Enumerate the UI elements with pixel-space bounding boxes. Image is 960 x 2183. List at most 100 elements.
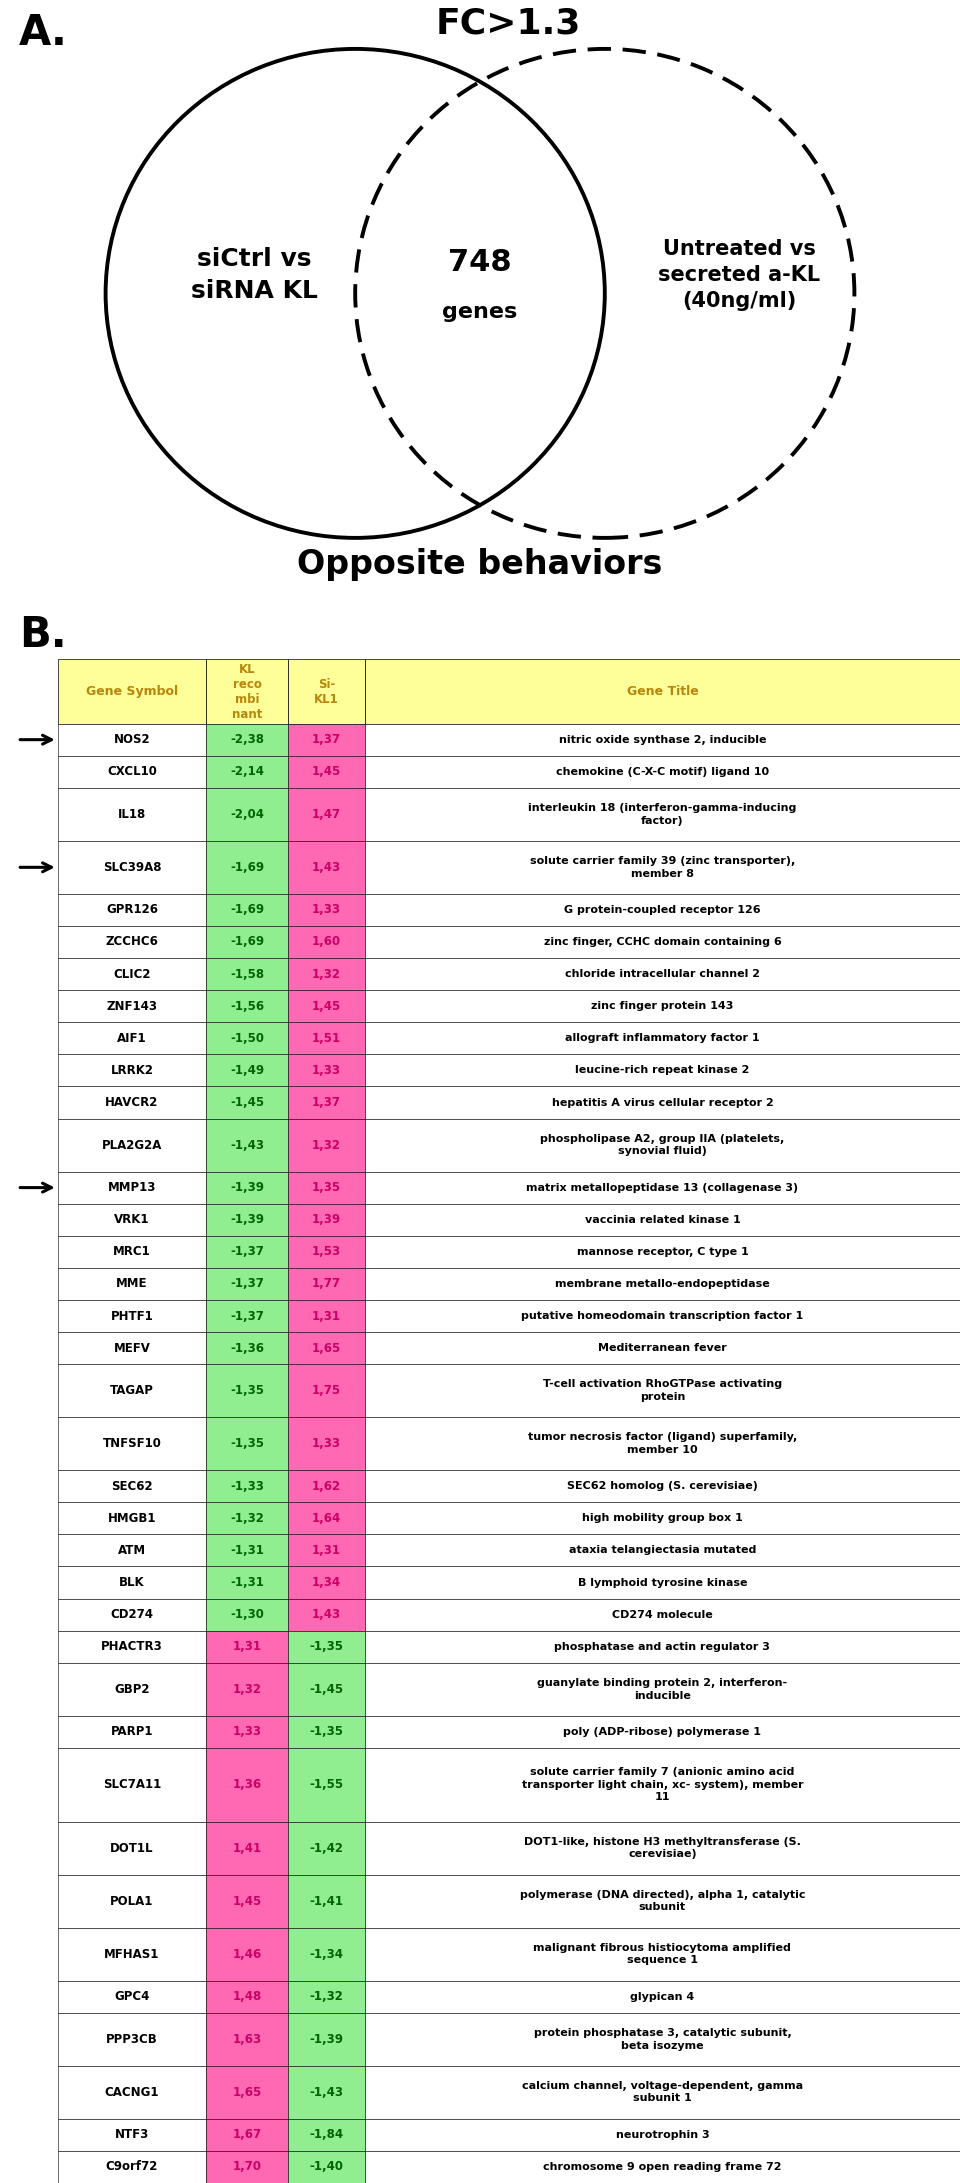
Text: -1,35: -1,35 (230, 1384, 264, 1397)
Text: Untreated vs
secreted a-KL
(40ng/ml): Untreated vs secreted a-KL (40ng/ml) (659, 238, 820, 312)
Bar (58, 659, 206, 723)
Text: MMP13: MMP13 (108, 1181, 156, 1194)
Text: interleukin 18 (interferon-gamma-inducing
factor): interleukin 18 (interferon-gamma-inducin… (528, 803, 797, 825)
Text: malignant fibrous histiocytoma amplified
sequence 1: malignant fibrous histiocytoma amplified… (534, 1943, 791, 1965)
Text: ataxia telangiectasia mutated: ataxia telangiectasia mutated (568, 1546, 756, 1556)
Text: zinc finger, CCHC domain containing 6: zinc finger, CCHC domain containing 6 (543, 937, 781, 947)
Bar (365, 659, 960, 723)
Bar (288, 723, 365, 755)
Bar (206, 1087, 288, 1118)
Text: -1,43: -1,43 (309, 2085, 344, 2098)
Text: -1,39: -1,39 (309, 2032, 344, 2045)
Bar (206, 1598, 288, 1631)
Bar (58, 1268, 206, 1301)
Text: 1,60: 1,60 (312, 937, 341, 947)
Bar (206, 926, 288, 958)
Text: 1,35: 1,35 (312, 1181, 341, 1194)
Bar (206, 2150, 288, 2183)
Text: -1,50: -1,50 (230, 1033, 264, 1046)
Bar (58, 1567, 206, 1598)
Bar (365, 1172, 960, 1203)
Bar (206, 1417, 288, 1469)
Bar (206, 1535, 288, 1567)
Bar (365, 2150, 960, 2183)
Bar (288, 1567, 365, 1598)
Bar (288, 1502, 365, 1535)
Text: vaccinia related kinase 1: vaccinia related kinase 1 (585, 1214, 740, 1225)
Bar (58, 755, 206, 788)
Text: -1,69: -1,69 (230, 937, 264, 947)
Text: Gene Symbol: Gene Symbol (86, 685, 178, 699)
Bar (58, 1823, 206, 1875)
Bar (206, 1022, 288, 1054)
Text: -1,58: -1,58 (230, 967, 264, 980)
Bar (288, 1535, 365, 1567)
Text: 1,41: 1,41 (232, 1842, 262, 1856)
Bar (365, 1980, 960, 2013)
Text: DOT1L: DOT1L (110, 1842, 154, 1856)
Text: mannose receptor, C type 1: mannose receptor, C type 1 (577, 1246, 748, 1257)
Text: CXCL10: CXCL10 (108, 766, 156, 779)
Text: 1,37: 1,37 (312, 1096, 341, 1109)
Bar (365, 723, 960, 755)
Bar (58, 1203, 206, 1236)
Text: CD274 molecule: CD274 molecule (612, 1609, 712, 1620)
Text: leucine-rich repeat kinase 2: leucine-rich repeat kinase 2 (575, 1065, 750, 1076)
Text: MRC1: MRC1 (113, 1244, 151, 1257)
Text: 1,39: 1,39 (312, 1214, 341, 1227)
Text: 1,31: 1,31 (232, 1639, 262, 1653)
Bar (58, 2013, 206, 2065)
Bar (288, 1469, 365, 1502)
Text: 1,75: 1,75 (312, 1384, 341, 1397)
Bar (58, 1332, 206, 1364)
Bar (206, 2013, 288, 2065)
Text: -1,55: -1,55 (309, 1779, 344, 1792)
Text: GBP2: GBP2 (114, 1683, 150, 1696)
Bar (365, 2065, 960, 2120)
Bar (206, 1301, 288, 1332)
Text: CLIC2: CLIC2 (113, 967, 151, 980)
Bar (288, 1203, 365, 1236)
Text: -1,40: -1,40 (309, 2161, 344, 2174)
Bar (288, 1598, 365, 1631)
Bar (206, 1631, 288, 1663)
Text: phosphatase and actin regulator 3: phosphatase and actin regulator 3 (555, 1642, 770, 1653)
Bar (206, 1203, 288, 1236)
Text: 1,67: 1,67 (232, 2128, 262, 2142)
Text: 1,62: 1,62 (312, 1480, 341, 1493)
Text: AIF1: AIF1 (117, 1033, 147, 1046)
Bar (365, 840, 960, 893)
Bar (58, 840, 206, 893)
Bar (288, 1087, 365, 1118)
Bar (206, 958, 288, 991)
Bar (288, 2013, 365, 2065)
Text: NOS2: NOS2 (113, 733, 151, 747)
Text: A.: A. (19, 13, 68, 55)
Text: membrane metallo-endopeptidase: membrane metallo-endopeptidase (555, 1279, 770, 1288)
Text: PARP1: PARP1 (110, 1725, 154, 1738)
Bar (58, 1469, 206, 1502)
Text: solute carrier family 39 (zinc transporter),
member 8: solute carrier family 39 (zinc transport… (530, 856, 795, 878)
Bar (288, 1364, 365, 1417)
Text: 1,47: 1,47 (312, 808, 341, 821)
Bar (288, 2150, 365, 2183)
Bar (365, 2120, 960, 2150)
Bar (206, 1236, 288, 1268)
Bar (206, 1980, 288, 2013)
Bar (365, 2013, 960, 2065)
Text: PPP3CB: PPP3CB (107, 2032, 157, 2045)
Text: -1,69: -1,69 (230, 860, 264, 873)
Bar (58, 958, 206, 991)
Text: -1,35: -1,35 (230, 1436, 264, 1450)
Text: allograft inflammatory factor 1: allograft inflammatory factor 1 (565, 1033, 759, 1043)
Text: 1,32: 1,32 (232, 1683, 262, 1696)
Text: ATM: ATM (118, 1543, 146, 1556)
Text: 1,43: 1,43 (312, 860, 341, 873)
Bar (365, 1364, 960, 1417)
Bar (365, 1631, 960, 1663)
Bar (206, 1118, 288, 1172)
Text: Mediterranean fever: Mediterranean fever (598, 1343, 727, 1353)
Text: 1,43: 1,43 (312, 1609, 341, 1622)
Bar (365, 1716, 960, 1749)
Text: tumor necrosis factor (ligand) superfamily,
member 10: tumor necrosis factor (ligand) superfami… (528, 1432, 797, 1454)
